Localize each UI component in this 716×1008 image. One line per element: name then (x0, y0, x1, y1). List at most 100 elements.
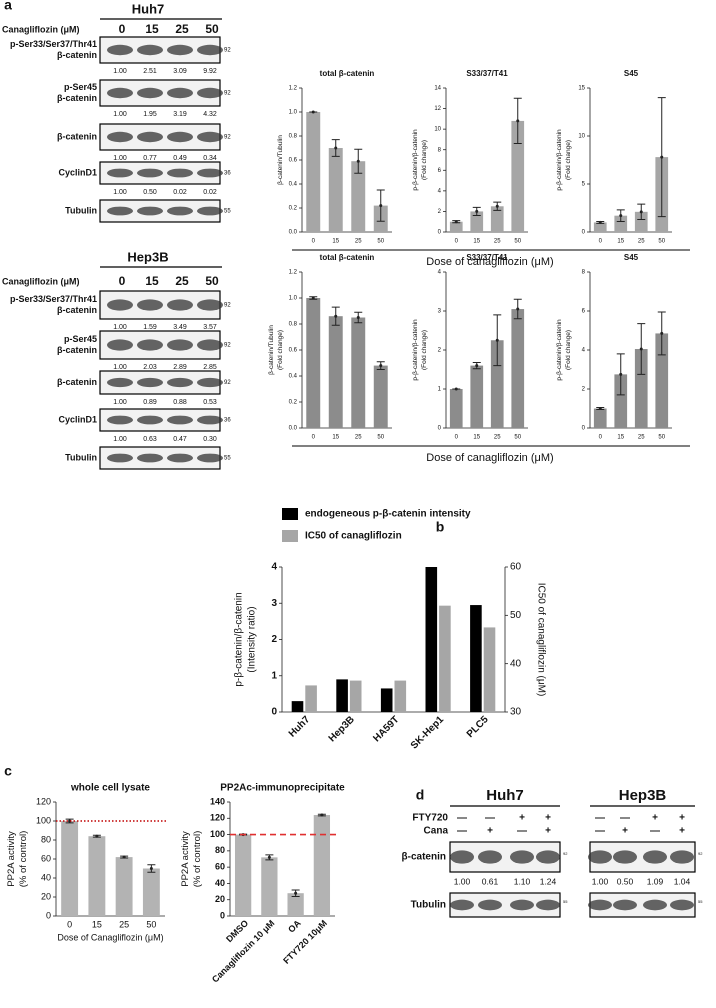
panel-letter: a (4, 0, 12, 13)
band (197, 168, 223, 178)
y-tick-label: 2 (271, 634, 277, 645)
mean-dot (639, 347, 643, 351)
blot-title: Huh7 (486, 787, 524, 804)
bar (380, 688, 393, 712)
treatment-sign: — (517, 826, 527, 837)
band (107, 206, 133, 216)
quant: 3.49 (173, 324, 187, 331)
y-tick-label: 40 (41, 872, 51, 882)
bar (490, 206, 504, 232)
y-tick-label: 8 (438, 147, 442, 153)
treatment-label: FTY720 (412, 813, 448, 824)
y-axis-label: (% of control) (192, 831, 203, 888)
kda: 92 (224, 380, 231, 386)
x-tick-label: Huh7 (287, 714, 313, 740)
y-tick-label: 2 (438, 209, 442, 215)
mean-dot (334, 314, 338, 318)
kda: 92 (698, 851, 703, 856)
quant: 1.00 (113, 436, 127, 443)
band (197, 453, 223, 463)
y-axis-label: PP2A activity (6, 831, 17, 887)
bar (349, 680, 362, 712)
legend-label: IC50 of canagliflozin (305, 531, 402, 542)
mean-dot (598, 220, 602, 224)
y-tick-label: 4 (582, 348, 586, 354)
x-tick-label: 50 (658, 239, 665, 245)
bar (511, 120, 525, 232)
quant: 0.77 (143, 155, 157, 162)
row-label: CyclinD1 (58, 414, 97, 424)
x-tick-label: 0 (67, 919, 72, 929)
mean-dot (619, 214, 623, 218)
chart-title: S45 (624, 69, 639, 78)
band (137, 453, 163, 463)
legend-swatch (282, 530, 298, 542)
x-tick-label: 0 (455, 435, 459, 441)
y-tick-label: 3 (271, 598, 277, 609)
kda: 55 (698, 899, 703, 904)
x-tick-label: 0 (455, 239, 459, 245)
y-tick-label: 0.8 (289, 322, 298, 328)
bar (261, 857, 278, 916)
x-tick-label: SK-Hep1 (409, 714, 447, 752)
x-tick-label: 50 (658, 435, 665, 441)
mean-dot (311, 110, 315, 114)
mean-dot (122, 855, 126, 859)
band (107, 377, 133, 388)
band (197, 87, 223, 99)
y-tick-label: 10 (434, 127, 441, 133)
bar (593, 222, 607, 232)
y-axis-label: (Fold change) (421, 140, 428, 180)
y-tick-label: 80 (215, 845, 225, 855)
row-label: Tubulin (65, 205, 97, 215)
band (197, 377, 223, 388)
bar (351, 317, 366, 428)
quant: 1.00 (113, 111, 127, 118)
y-tick-label: 1 (438, 387, 442, 393)
mean-dot (475, 364, 479, 368)
blot-title: Hep3B (127, 249, 168, 264)
kda: 55 (563, 899, 568, 904)
y-tick-label: 20 (41, 891, 51, 901)
bar (351, 161, 366, 232)
chart-title: S33/37/T41 (466, 253, 508, 262)
band (137, 87, 163, 99)
y-tick-label: 0.4 (289, 182, 298, 188)
kda: 55 (224, 456, 231, 462)
y-tick-label: 100 (210, 829, 225, 839)
treatment-sign: + (622, 826, 628, 837)
x-tick-label: 25 (355, 435, 362, 441)
band (536, 899, 560, 911)
band (643, 899, 667, 911)
mean-dot (475, 209, 479, 213)
y-axis-label: p-β-catenin/β-catenin (556, 319, 563, 381)
band (107, 87, 133, 99)
band (137, 168, 163, 178)
mean-dot (454, 387, 458, 391)
quant: 2.89 (173, 364, 187, 371)
dose: 50 (205, 274, 219, 288)
y-axis-label: (% of control) (18, 831, 29, 888)
treatment-sign: — (457, 826, 467, 837)
band (137, 415, 163, 425)
band (167, 453, 193, 463)
row-label: β-catenin (57, 50, 97, 60)
y-tick-label: 4 (271, 562, 277, 573)
band (167, 131, 193, 143)
x-tick-label: 25 (494, 435, 501, 441)
row-label: p-Ser33/Ser37/Thr41 (10, 294, 97, 304)
mean-dot (267, 855, 271, 859)
mean-dot (619, 372, 623, 376)
dose: 25 (175, 274, 189, 288)
quant: 4.32 (203, 111, 217, 118)
chart-title: PP2Ac-immunoprecipitate (220, 783, 345, 794)
quant: 0.88 (173, 399, 187, 406)
bar (614, 215, 628, 232)
y-axis-label: (Fold change) (421, 330, 428, 370)
kda: 92 (224, 91, 231, 97)
band (197, 206, 223, 216)
band (107, 299, 133, 311)
x-tick-label: 15 (617, 239, 624, 245)
panel-letter: b (436, 519, 445, 535)
y-axis-label: p-β-catenin/β-catenin (412, 129, 419, 191)
